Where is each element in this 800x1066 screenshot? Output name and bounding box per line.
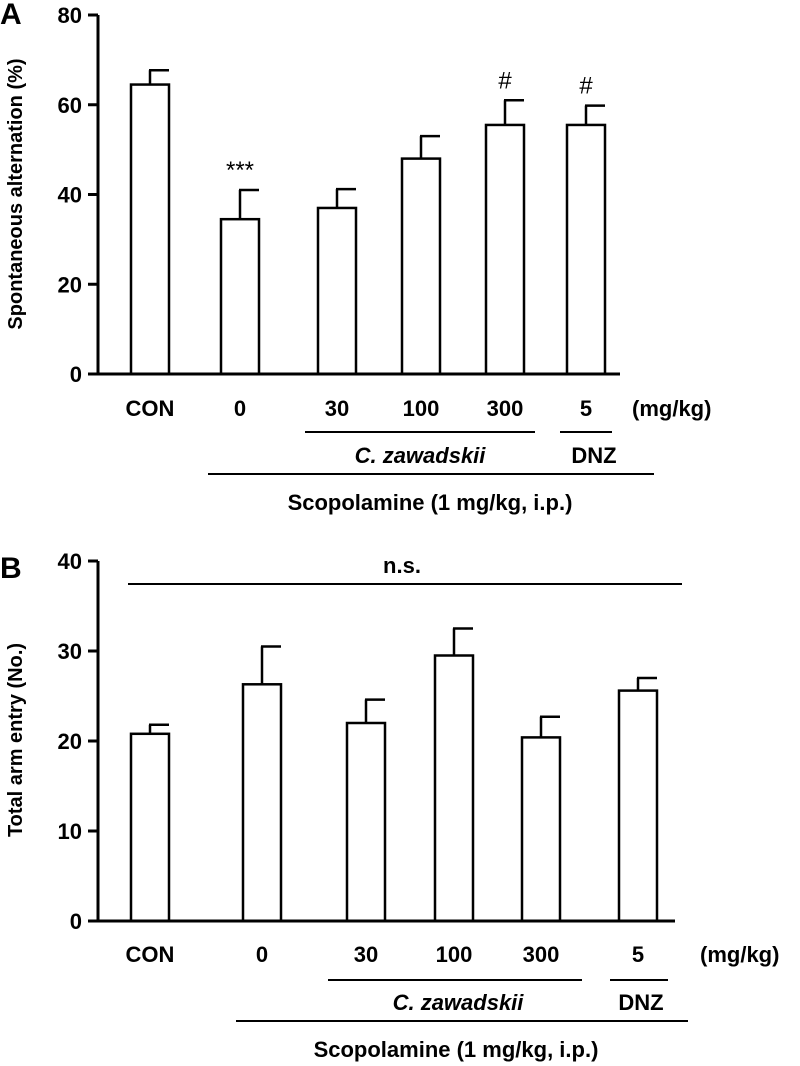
panel-b-bar bbox=[433, 654, 475, 923]
panel-b-bar bbox=[617, 689, 659, 923]
panel-b-bar bbox=[345, 721, 387, 923]
panel-b-y-tick-label: 40 bbox=[58, 549, 82, 574]
panel-b-category-label: CON bbox=[126, 942, 175, 967]
panel-a-bar bbox=[484, 123, 526, 376]
panel-b-bar bbox=[241, 683, 283, 923]
panel-a-category-label: 300 bbox=[487, 396, 524, 421]
panel-a-drug-group-label: C. zawadskii bbox=[355, 443, 487, 468]
panel-b-reference-group-label: DNZ bbox=[618, 990, 663, 1015]
panel-b-category-label: 100 bbox=[436, 942, 473, 967]
panel-a-y-tick-label: 0 bbox=[70, 362, 82, 387]
panel-a-y-axis-label: Spontaneous alternation (%) bbox=[5, 58, 27, 329]
panel-b-bars bbox=[129, 627, 659, 923]
panel-a-y-tick-label: 80 bbox=[58, 3, 82, 28]
panel-b-y-tick-label: 30 bbox=[58, 639, 82, 664]
panel-a-bars: *** # # bbox=[129, 67, 607, 376]
panel-b-y-tick-label: 0 bbox=[70, 909, 82, 934]
panel-a-significance-annotation: # bbox=[579, 73, 593, 100]
panel-b-bar bbox=[129, 732, 171, 923]
panel-b-y-axis-label: Total arm entry (No.) bbox=[5, 643, 27, 837]
panel-a: A Spontaneous alternation (%) *** # # 0 20 4… bbox=[0, 0, 711, 515]
panel-b-treatment-label: Scopolamine (1 mg/kg, i.p.) bbox=[314, 1037, 599, 1062]
panel-b-y-tick-label: 10 bbox=[58, 819, 82, 844]
panel-b-unit-label: (mg/kg) bbox=[700, 942, 779, 967]
panel-a-bar bbox=[129, 83, 171, 376]
panel-b-axes: 0 10 20 30 40 CON 0 30 100 300 5 bbox=[58, 549, 675, 967]
panel-a-y-tick-label: 40 bbox=[58, 183, 82, 208]
panel-b-category-label: 30 bbox=[354, 942, 378, 967]
panel-b-letter: B bbox=[0, 552, 22, 585]
panel-a-bar bbox=[219, 217, 261, 376]
panel-b-category-label: 300 bbox=[523, 942, 560, 967]
panel-a-category-label: 30 bbox=[325, 396, 349, 421]
panel-a-unit-label: (mg/kg) bbox=[632, 396, 711, 421]
panel-a-letter: A bbox=[0, 0, 22, 31]
panel-a-treatment-label: Scopolamine (1 mg/kg, i.p.) bbox=[288, 490, 573, 515]
panel-a-significance-annotation: # bbox=[498, 67, 512, 94]
panel-a-axes: 0 20 40 60 80 CON 0 30 100 300 5 bbox=[58, 3, 620, 421]
panel-a-category-label: 5 bbox=[580, 396, 592, 421]
panel-a-category-label: 0 bbox=[234, 396, 246, 421]
panel-a-significance-annotation: *** bbox=[226, 157, 254, 184]
panel-b-category-label: 0 bbox=[256, 942, 268, 967]
panel-a-category-label: CON bbox=[126, 396, 175, 421]
panel-a-bar bbox=[565, 123, 607, 376]
panel-b-y-tick-label: 20 bbox=[58, 729, 82, 754]
panel-a-y-tick-label: 20 bbox=[58, 272, 82, 297]
panel-a-category-label: 100 bbox=[403, 396, 440, 421]
panel-b-significance-label: n.s. bbox=[383, 553, 421, 578]
panel-a-bar bbox=[400, 157, 442, 376]
panel-b: B Total arm entry (No.) n.s. 0 10 20 30 40 CO… bbox=[0, 549, 779, 1062]
panel-b-category-label: 5 bbox=[632, 942, 644, 967]
panel-a-y-tick-label: 60 bbox=[58, 93, 82, 118]
panel-a-bar bbox=[316, 206, 358, 376]
panel-b-bar bbox=[520, 736, 562, 923]
panel-a-reference-group-label: DNZ bbox=[571, 443, 616, 468]
panel-b-drug-group-label: C. zawadskii bbox=[393, 990, 525, 1015]
